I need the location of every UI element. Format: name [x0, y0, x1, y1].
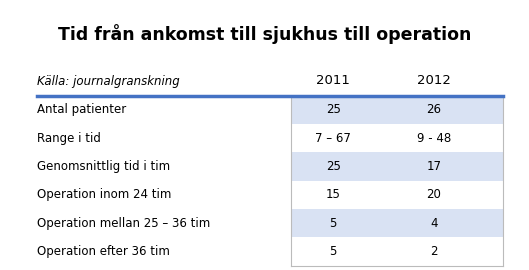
Text: Källa: journalgranskning: Källa: journalgranskning [37, 75, 180, 87]
Text: Range i tid: Range i tid [37, 132, 101, 145]
Text: 5: 5 [330, 217, 337, 230]
Text: 4: 4 [430, 217, 437, 230]
Text: 26: 26 [426, 103, 441, 116]
Text: Tid från ankomst till sjukhus till operation: Tid från ankomst till sjukhus till opera… [58, 24, 471, 44]
Text: 17: 17 [426, 160, 441, 173]
Text: 9 - 48: 9 - 48 [417, 132, 451, 145]
Text: Operation mellan 25 – 36 tim: Operation mellan 25 – 36 tim [37, 217, 211, 230]
Text: Antal patienter: Antal patienter [37, 103, 126, 116]
Text: 25: 25 [326, 103, 341, 116]
Text: 2012: 2012 [417, 75, 451, 87]
Text: 7 – 67: 7 – 67 [315, 132, 351, 145]
Text: 2: 2 [430, 245, 437, 258]
Text: 20: 20 [426, 188, 441, 201]
Text: Operation efter 36 tim: Operation efter 36 tim [37, 245, 170, 258]
Text: Genomsnittlig tid i tim: Genomsnittlig tid i tim [37, 160, 170, 173]
Text: 5: 5 [330, 245, 337, 258]
Text: 2011: 2011 [316, 75, 350, 87]
Text: Operation inom 24 tim: Operation inom 24 tim [37, 188, 171, 201]
Text: 25: 25 [326, 160, 341, 173]
Text: 15: 15 [326, 188, 341, 201]
